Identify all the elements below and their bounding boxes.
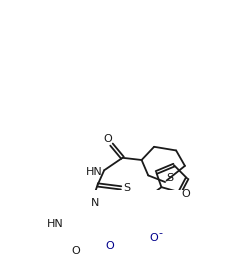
Text: S: S <box>167 172 174 183</box>
Text: O: O <box>71 246 80 256</box>
Text: O: O <box>105 241 114 251</box>
Text: HN: HN <box>86 167 102 177</box>
Text: O: O <box>149 233 158 243</box>
Text: N: N <box>91 198 99 208</box>
Text: HN: HN <box>47 219 64 229</box>
Text: S: S <box>123 183 130 193</box>
Text: O: O <box>181 190 190 199</box>
Text: -: - <box>158 228 162 238</box>
Text: O: O <box>103 134 112 145</box>
